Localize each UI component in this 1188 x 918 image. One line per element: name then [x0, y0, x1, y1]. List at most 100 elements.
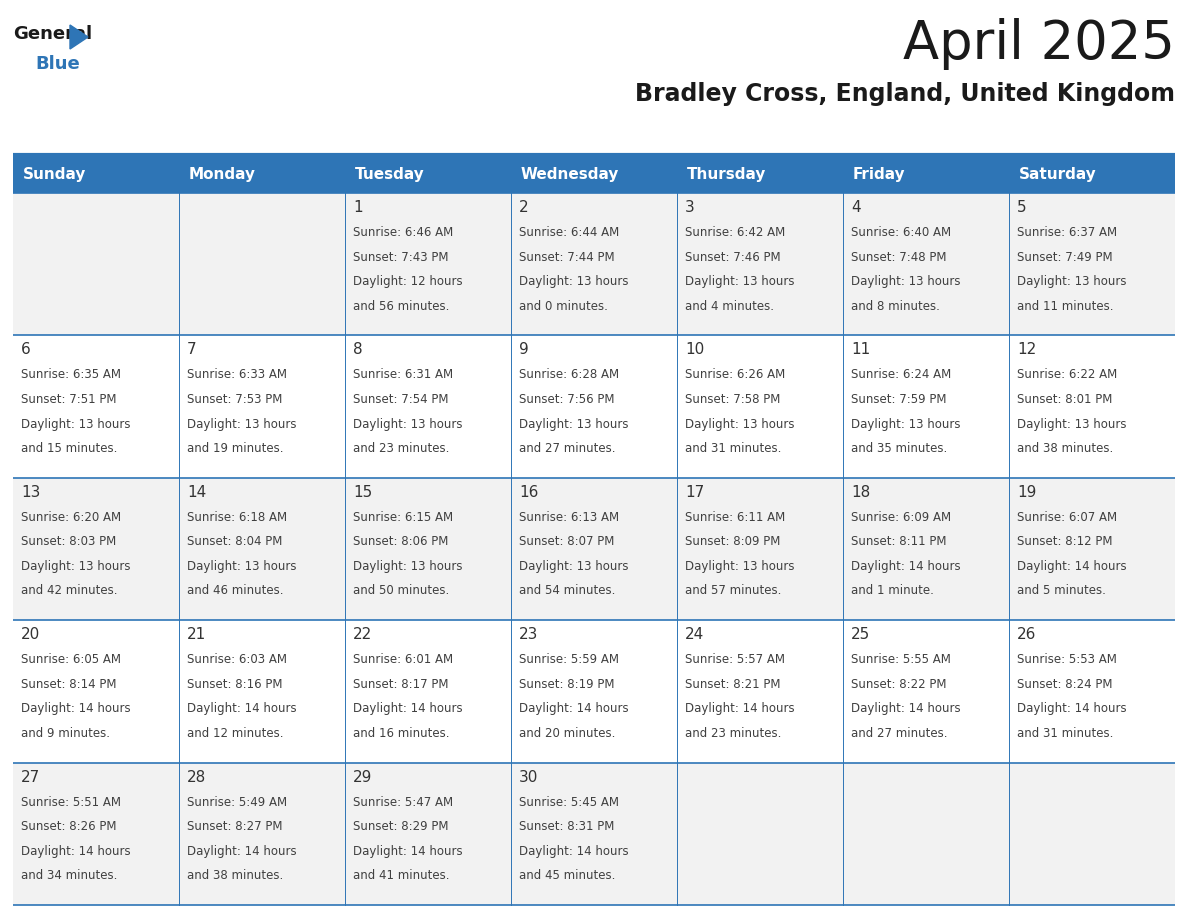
- Text: Daylight: 14 hours: Daylight: 14 hours: [1017, 702, 1126, 715]
- Text: 19: 19: [1017, 485, 1036, 499]
- Bar: [13, 477, 1175, 621]
- Text: and 27 minutes.: and 27 minutes.: [519, 442, 615, 455]
- Text: and 56 minutes.: and 56 minutes.: [353, 299, 449, 313]
- Text: 6: 6: [21, 342, 31, 357]
- Text: and 0 minutes.: and 0 minutes.: [519, 299, 608, 313]
- Text: and 5 minutes.: and 5 minutes.: [1017, 585, 1106, 598]
- Text: Sunrise: 5:49 AM: Sunrise: 5:49 AM: [187, 796, 287, 809]
- Text: 2: 2: [519, 200, 529, 215]
- Text: Daylight: 13 hours: Daylight: 13 hours: [353, 560, 462, 573]
- Text: General: General: [13, 25, 93, 43]
- Text: Sunrise: 6:42 AM: Sunrise: 6:42 AM: [685, 226, 785, 239]
- Text: Sunset: 8:12 PM: Sunset: 8:12 PM: [1017, 535, 1112, 548]
- Text: Daylight: 13 hours: Daylight: 13 hours: [519, 418, 628, 431]
- Text: Sunset: 8:07 PM: Sunset: 8:07 PM: [519, 535, 614, 548]
- Text: and 20 minutes.: and 20 minutes.: [519, 727, 615, 740]
- Text: 21: 21: [187, 627, 207, 643]
- Text: and 4 minutes.: and 4 minutes.: [685, 299, 775, 313]
- Text: 23: 23: [519, 627, 538, 643]
- Text: Daylight: 14 hours: Daylight: 14 hours: [519, 845, 628, 857]
- Text: Thursday: Thursday: [687, 166, 766, 182]
- Text: Sunset: 8:26 PM: Sunset: 8:26 PM: [21, 820, 116, 834]
- Text: Daylight: 13 hours: Daylight: 13 hours: [685, 275, 795, 288]
- Text: and 27 minutes.: and 27 minutes.: [851, 727, 948, 740]
- Text: Sunrise: 6:13 AM: Sunrise: 6:13 AM: [519, 510, 619, 524]
- Text: Sunrise: 6:33 AM: Sunrise: 6:33 AM: [187, 368, 287, 381]
- Text: Sunset: 7:44 PM: Sunset: 7:44 PM: [519, 251, 614, 263]
- Text: Sunrise: 6:01 AM: Sunrise: 6:01 AM: [353, 654, 453, 666]
- Text: Sunset: 7:46 PM: Sunset: 7:46 PM: [685, 251, 781, 263]
- Text: 29: 29: [353, 769, 372, 785]
- Text: Sunrise: 6:46 AM: Sunrise: 6:46 AM: [353, 226, 454, 239]
- Text: Sunset: 7:53 PM: Sunset: 7:53 PM: [187, 393, 283, 406]
- Text: and 46 minutes.: and 46 minutes.: [187, 585, 284, 598]
- Text: Daylight: 13 hours: Daylight: 13 hours: [1017, 418, 1126, 431]
- Text: Monday: Monday: [189, 166, 255, 182]
- Text: Tuesday: Tuesday: [355, 166, 425, 182]
- Text: Sunrise: 6:03 AM: Sunrise: 6:03 AM: [187, 654, 287, 666]
- Text: Sunset: 8:21 PM: Sunset: 8:21 PM: [685, 677, 781, 690]
- Text: Sunset: 8:24 PM: Sunset: 8:24 PM: [1017, 677, 1112, 690]
- Text: Sunrise: 6:24 AM: Sunrise: 6:24 AM: [851, 368, 952, 381]
- Text: Sunrise: 6:40 AM: Sunrise: 6:40 AM: [851, 226, 952, 239]
- Text: 5: 5: [1017, 200, 1026, 215]
- Text: 28: 28: [187, 769, 207, 785]
- Text: Daylight: 13 hours: Daylight: 13 hours: [851, 418, 961, 431]
- Text: 8: 8: [353, 342, 362, 357]
- Text: 15: 15: [353, 485, 372, 499]
- Text: Daylight: 14 hours: Daylight: 14 hours: [187, 845, 297, 857]
- Text: and 42 minutes.: and 42 minutes.: [21, 585, 118, 598]
- Text: and 50 minutes.: and 50 minutes.: [353, 585, 449, 598]
- Text: 12: 12: [1017, 342, 1036, 357]
- Text: Sunset: 7:48 PM: Sunset: 7:48 PM: [851, 251, 947, 263]
- Text: 24: 24: [685, 627, 704, 643]
- Text: Sunset: 8:04 PM: Sunset: 8:04 PM: [187, 535, 283, 548]
- Text: Daylight: 14 hours: Daylight: 14 hours: [851, 702, 961, 715]
- Text: Sunrise: 6:44 AM: Sunrise: 6:44 AM: [519, 226, 619, 239]
- Text: Sunset: 7:43 PM: Sunset: 7:43 PM: [353, 251, 449, 263]
- Text: Sunset: 8:11 PM: Sunset: 8:11 PM: [851, 535, 947, 548]
- Text: 30: 30: [519, 769, 538, 785]
- Text: Daylight: 13 hours: Daylight: 13 hours: [1017, 275, 1126, 288]
- Text: Saturday: Saturday: [1019, 166, 1097, 182]
- Text: Sunset: 8:16 PM: Sunset: 8:16 PM: [187, 677, 283, 690]
- Text: Sunrise: 6:20 AM: Sunrise: 6:20 AM: [21, 510, 121, 524]
- Text: 25: 25: [851, 627, 871, 643]
- Text: Sunrise: 6:31 AM: Sunrise: 6:31 AM: [353, 368, 453, 381]
- Text: and 11 minutes.: and 11 minutes.: [1017, 299, 1113, 313]
- Text: Daylight: 14 hours: Daylight: 14 hours: [353, 702, 462, 715]
- Text: 4: 4: [851, 200, 860, 215]
- Text: Sunrise: 6:22 AM: Sunrise: 6:22 AM: [1017, 368, 1117, 381]
- Text: Sunset: 7:54 PM: Sunset: 7:54 PM: [353, 393, 449, 406]
- Text: Daylight: 14 hours: Daylight: 14 hours: [21, 845, 131, 857]
- Text: 16: 16: [519, 485, 538, 499]
- Text: Friday: Friday: [853, 166, 905, 182]
- Text: and 8 minutes.: and 8 minutes.: [851, 299, 940, 313]
- Text: Daylight: 13 hours: Daylight: 13 hours: [353, 418, 462, 431]
- Text: Daylight: 14 hours: Daylight: 14 hours: [851, 560, 961, 573]
- Text: and 45 minutes.: and 45 minutes.: [519, 869, 615, 882]
- Bar: [13, 621, 1175, 763]
- Text: and 31 minutes.: and 31 minutes.: [685, 442, 782, 455]
- Text: Sunrise: 6:05 AM: Sunrise: 6:05 AM: [21, 654, 121, 666]
- Text: 11: 11: [851, 342, 871, 357]
- Text: Daylight: 13 hours: Daylight: 13 hours: [685, 418, 795, 431]
- Text: 20: 20: [21, 627, 40, 643]
- Text: Sunrise: 5:47 AM: Sunrise: 5:47 AM: [353, 796, 453, 809]
- Text: Sunset: 8:09 PM: Sunset: 8:09 PM: [685, 535, 781, 548]
- Text: Sunset: 7:59 PM: Sunset: 7:59 PM: [851, 393, 947, 406]
- Text: Daylight: 13 hours: Daylight: 13 hours: [519, 560, 628, 573]
- Polygon shape: [70, 25, 88, 49]
- Text: 14: 14: [187, 485, 207, 499]
- Text: Sunset: 8:14 PM: Sunset: 8:14 PM: [21, 677, 116, 690]
- Text: and 34 minutes.: and 34 minutes.: [21, 869, 118, 882]
- Text: Daylight: 13 hours: Daylight: 13 hours: [187, 560, 297, 573]
- Text: 1: 1: [353, 200, 362, 215]
- Text: and 9 minutes.: and 9 minutes.: [21, 727, 110, 740]
- Text: and 23 minutes.: and 23 minutes.: [353, 442, 449, 455]
- Text: Sunday: Sunday: [23, 166, 87, 182]
- Text: Daylight: 13 hours: Daylight: 13 hours: [851, 275, 961, 288]
- Text: Daylight: 14 hours: Daylight: 14 hours: [353, 845, 462, 857]
- Text: 22: 22: [353, 627, 372, 643]
- Text: Sunrise: 6:15 AM: Sunrise: 6:15 AM: [353, 510, 453, 524]
